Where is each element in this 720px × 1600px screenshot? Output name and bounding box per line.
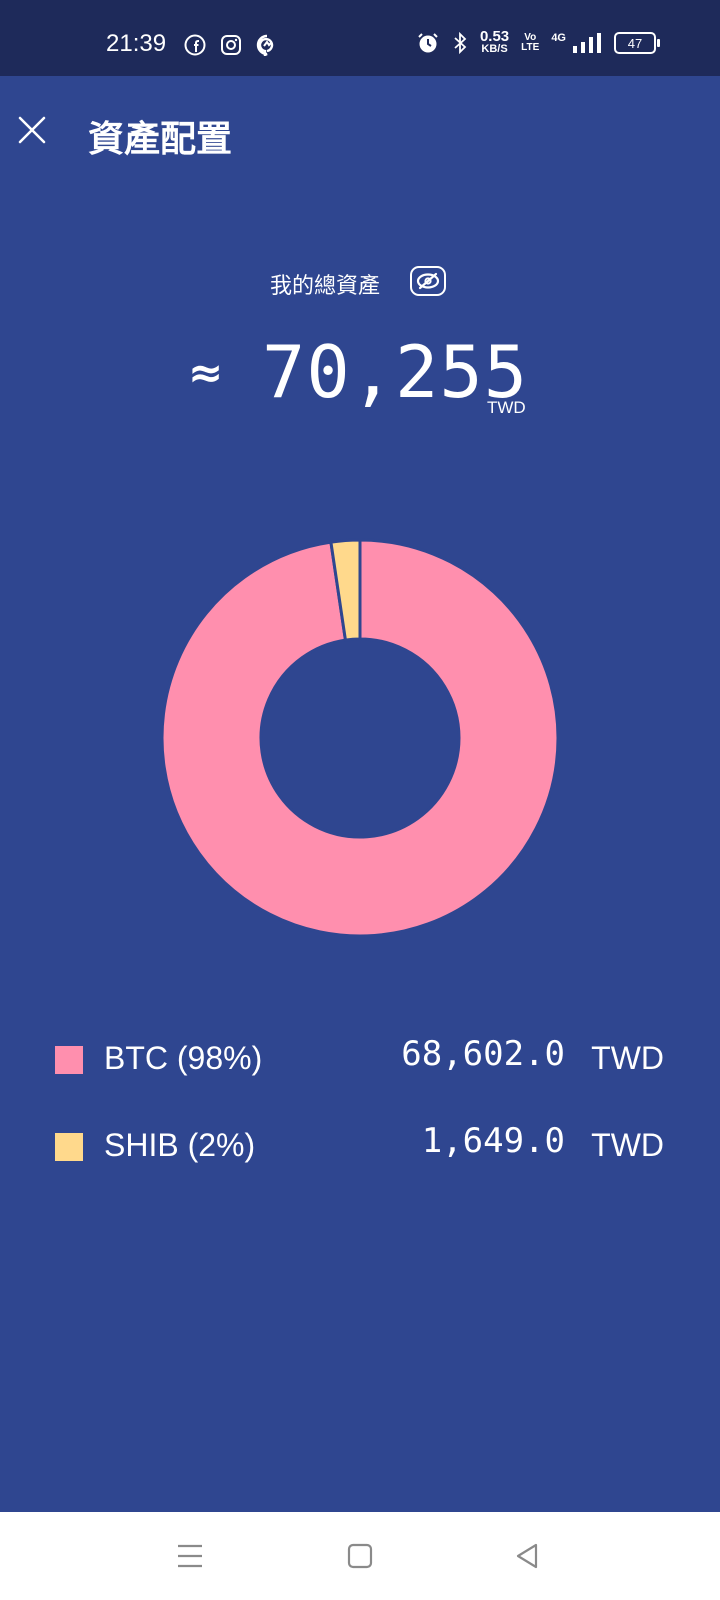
battery-indicator: 47 bbox=[614, 32, 660, 54]
legend-item-btc[interactable]: BTC (98%) 68,602.0 TWD bbox=[0, 1034, 720, 1094]
donut-slice-shib bbox=[329, 538, 362, 642]
legend-item-shib[interactable]: SHIB (2%) 1,649.0 TWD bbox=[0, 1121, 720, 1181]
status-time: 21:39 bbox=[106, 30, 167, 57]
total-assets-label: 我的總資產 bbox=[270, 274, 381, 299]
approx-symbol: ≈ bbox=[188, 348, 224, 397]
messenger-icon bbox=[256, 34, 274, 56]
network-speed-value: 0.53 bbox=[479, 28, 510, 45]
status-right: 0.53 KB/S Vo LTE 4G 47 bbox=[416, 28, 660, 56]
legend-currency-shib: TWD bbox=[591, 1127, 664, 1163]
notification-icons bbox=[184, 34, 278, 56]
legend-label-shib: SHIB (2%) bbox=[104, 1127, 256, 1163]
home-square-icon[interactable] bbox=[340, 1536, 380, 1576]
signal-icon bbox=[573, 33, 601, 53]
alarm-icon bbox=[418, 33, 438, 53]
visibility-toggle[interactable] bbox=[410, 266, 446, 296]
home-button[interactable] bbox=[340, 1536, 380, 1576]
battery-level: 47 bbox=[627, 35, 643, 51]
legend-swatch-shib bbox=[55, 1133, 83, 1161]
navigation-bar bbox=[0, 1512, 720, 1600]
legend-value-btc: 68,602.0 bbox=[401, 1034, 565, 1074]
close-icon[interactable] bbox=[14, 112, 50, 148]
network-type: 4G bbox=[551, 32, 566, 44]
eye-hidden-icon[interactable] bbox=[415, 271, 441, 291]
allocation-donut-chart bbox=[160, 538, 560, 938]
instagram-icon bbox=[221, 35, 241, 55]
network-speed: 0.53 KB/S bbox=[479, 28, 510, 56]
bluetooth-icon bbox=[454, 31, 467, 55]
page-title: 資產配置 bbox=[88, 119, 233, 160]
total-assets: ≈ 70,255 TWD bbox=[0, 330, 720, 430]
volte-bottom: LTE bbox=[521, 42, 540, 53]
back-button[interactable] bbox=[508, 1536, 548, 1576]
legend-swatch-btc bbox=[55, 1046, 83, 1074]
recent-apps-button[interactable] bbox=[170, 1536, 210, 1576]
legend-value-shib: 1,649.0 bbox=[421, 1121, 565, 1161]
legend-currency-btc: TWD bbox=[591, 1040, 664, 1076]
header: 資產配置 bbox=[0, 76, 720, 196]
donut-slice-btc bbox=[160, 538, 560, 938]
total-assets-value: 70,255 bbox=[262, 330, 529, 414]
status-bar: 21:39 0.53 KB/S Vo LTE bbox=[0, 0, 720, 76]
facebook-icon bbox=[184, 34, 206, 56]
donut-slices bbox=[160, 538, 560, 938]
back-triangle-icon[interactable] bbox=[508, 1536, 548, 1576]
total-assets-currency: TWD bbox=[487, 398, 526, 417]
volte-top: Vo bbox=[524, 32, 537, 43]
legend-label-btc: BTC (98%) bbox=[104, 1040, 263, 1076]
menu-icon[interactable] bbox=[170, 1536, 210, 1576]
close-button[interactable] bbox=[14, 112, 50, 148]
volte-indicator: Vo LTE bbox=[521, 33, 539, 53]
network-speed-unit: KB/S bbox=[481, 43, 508, 55]
